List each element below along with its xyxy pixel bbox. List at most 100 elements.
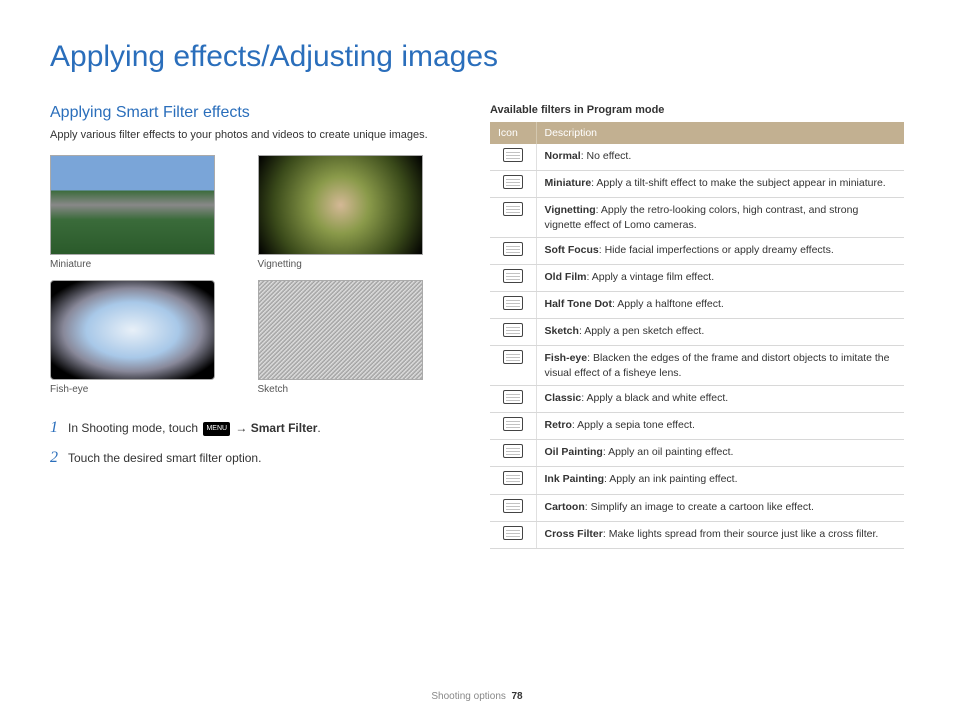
header-description: Description [536, 122, 904, 144]
filter-desc-cell: Old Film: Apply a vintage film effect. [536, 264, 904, 291]
table-title: Available filters in Program mode [490, 104, 904, 116]
filter-icon-cell [490, 413, 536, 440]
step-arrow: → [232, 421, 251, 435]
filter-icon [503, 202, 523, 216]
filter-desc: : Blacken the edges of the frame and dis… [545, 352, 890, 378]
filter-name: Cross Filter [545, 528, 603, 540]
filter-desc: : Apply a pen sketch effect. [579, 325, 704, 337]
table-row: Oil Painting: Apply an oil painting effe… [490, 440, 904, 467]
filter-icon [503, 175, 523, 189]
filter-desc-cell: Miniature: Apply a tilt-shift effect to … [536, 171, 904, 198]
filter-icon [503, 526, 523, 540]
filter-name: Cartoon [545, 501, 585, 513]
example-vignetting: Vignetting [258, 155, 441, 270]
section-desc: Apply various filter effects to your pho… [50, 128, 440, 143]
filter-icon [503, 269, 523, 283]
example-sketch: Sketch [258, 280, 441, 395]
filter-desc-cell: Half Tone Dot: Apply a halftone effect. [536, 292, 904, 319]
filter-name: Old Film [545, 271, 587, 283]
table-row: Retro: Apply a sepia tone effect. [490, 413, 904, 440]
header-icon: Icon [490, 122, 536, 144]
page-footer: Shooting options 78 [0, 691, 954, 702]
page-title: Applying effects/Adjusting images [50, 40, 904, 74]
example-caption: Fish-eye [50, 384, 233, 395]
footer-page-number: 78 [511, 691, 522, 702]
filter-icon [503, 148, 523, 162]
filter-desc: : Make lights spread from their source j… [603, 528, 878, 540]
menu-icon: MENU [203, 422, 230, 437]
filter-icon [503, 471, 523, 485]
example-image-fisheye [50, 280, 215, 380]
table-row: Normal: No effect. [490, 144, 904, 171]
filter-name: Miniature [545, 177, 592, 189]
filter-desc: : Apply an oil painting effect. [603, 446, 734, 458]
filter-desc: : Apply an ink painting effect. [604, 473, 737, 485]
example-image-miniature [50, 155, 215, 255]
filter-desc-cell: Cross Filter: Make lights spread from th… [536, 521, 904, 548]
filters-table: Icon Description Normal: No effect.Minia… [490, 122, 904, 549]
step-suffix: . [317, 421, 320, 435]
filter-name: Vignetting [545, 204, 596, 216]
example-caption: Sketch [258, 384, 441, 395]
filter-icon-cell [490, 521, 536, 548]
filter-icon [503, 417, 523, 431]
filter-name: Classic [545, 392, 582, 404]
filter-desc: : Hide facial imperfections or apply dre… [599, 244, 834, 256]
step-prefix: In Shooting mode, touch [68, 421, 201, 435]
table-header-row: Icon Description [490, 122, 904, 144]
filter-desc-cell: Retro: Apply a sepia tone effect. [536, 413, 904, 440]
step-text: In Shooting mode, touch MENU → Smart Fil… [68, 419, 321, 437]
table-row: Vignetting: Apply the retro-looking colo… [490, 198, 904, 237]
filter-icon-cell [490, 319, 536, 346]
filter-icon [503, 390, 523, 404]
step-2: 2 Touch the desired smart filter option. [50, 449, 440, 467]
filter-icon [503, 296, 523, 310]
filter-name: Fish-eye [545, 352, 588, 364]
example-miniature: Miniature [50, 155, 233, 270]
example-fisheye: Fish-eye [50, 280, 233, 395]
footer-section: Shooting options [431, 691, 506, 702]
filter-name: Soft Focus [545, 244, 599, 256]
filter-icon [503, 350, 523, 364]
filter-desc-cell: Cartoon: Simplify an image to create a c… [536, 494, 904, 521]
table-row: Cross Filter: Make lights spread from th… [490, 521, 904, 548]
filter-icon [503, 499, 523, 513]
filter-icon-cell [490, 467, 536, 494]
filter-icon-cell [490, 385, 536, 412]
step-1: 1 In Shooting mode, touch MENU → Smart F… [50, 419, 440, 437]
filter-icon-cell [490, 346, 536, 385]
filter-desc: : Apply a black and white effect. [581, 392, 728, 404]
filter-desc-cell: Normal: No effect. [536, 144, 904, 171]
step-bold: Smart Filter [251, 421, 318, 435]
filter-desc-cell: Oil Painting: Apply an oil painting effe… [536, 440, 904, 467]
right-column: Available filters in Program mode Icon D… [490, 104, 904, 549]
filter-icon-cell [490, 264, 536, 291]
table-row: Old Film: Apply a vintage film effect. [490, 264, 904, 291]
section-title: Applying Smart Filter effects [50, 104, 440, 122]
steps-list: 1 In Shooting mode, touch MENU → Smart F… [50, 419, 440, 467]
filter-desc-cell: Vignetting: Apply the retro-looking colo… [536, 198, 904, 237]
filter-desc-cell: Soft Focus: Hide facial imperfections or… [536, 237, 904, 264]
step-text: Touch the desired smart filter option. [68, 449, 261, 467]
filter-icon [503, 323, 523, 337]
table-row: Miniature: Apply a tilt-shift effect to … [490, 171, 904, 198]
filter-desc-cell: Fish-eye: Blacken the edges of the frame… [536, 346, 904, 385]
filter-desc-cell: Classic: Apply a black and white effect. [536, 385, 904, 412]
filter-desc-cell: Ink Painting: Apply an ink painting effe… [536, 467, 904, 494]
left-column: Applying Smart Filter effects Apply vari… [50, 104, 440, 549]
filter-desc: : Apply a vintage film effect. [587, 271, 715, 283]
filter-icon [503, 242, 523, 256]
filter-desc: : Simplify an image to create a cartoon … [585, 501, 814, 513]
filter-icon [503, 444, 523, 458]
table-row: Sketch: Apply a pen sketch effect. [490, 319, 904, 346]
filter-name: Half Tone Dot [545, 298, 612, 310]
step-number: 2 [50, 449, 68, 467]
filter-desc-cell: Sketch: Apply a pen sketch effect. [536, 319, 904, 346]
filter-desc: : Apply a halftone effect. [612, 298, 724, 310]
example-grid: Miniature Vignetting Fish-eye Sketch [50, 155, 440, 395]
filter-icon-cell [490, 292, 536, 319]
table-row: Classic: Apply a black and white effect. [490, 385, 904, 412]
filter-icon-cell [490, 494, 536, 521]
filter-icon-cell [490, 144, 536, 171]
table-row: Cartoon: Simplify an image to create a c… [490, 494, 904, 521]
